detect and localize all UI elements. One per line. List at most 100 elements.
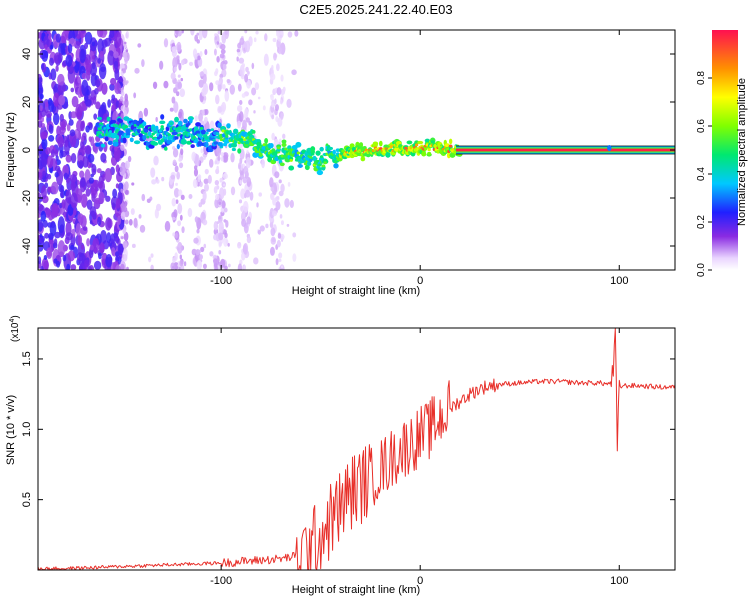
noise-cell — [38, 32, 42, 39]
noise-cell — [164, 220, 171, 232]
signal-core-cell — [221, 129, 225, 133]
noise-cell — [63, 30, 69, 35]
noise-cell — [220, 152, 224, 157]
noise-cell — [98, 252, 102, 260]
noise-cell — [92, 55, 96, 60]
noise-cell — [38, 172, 43, 181]
signal-cell — [421, 151, 427, 157]
signal-cell — [332, 149, 337, 155]
noise-cell — [120, 212, 126, 220]
signal-cell — [180, 138, 187, 145]
noise-cell — [239, 111, 244, 123]
noise-cell — [155, 179, 160, 184]
signal-cell — [359, 142, 364, 148]
signal-cell — [197, 140, 203, 147]
noise-cell — [70, 264, 77, 270]
noise-cell — [270, 186, 275, 192]
noise-cell — [230, 186, 236, 196]
noise-cell — [53, 258, 58, 264]
noise-cell — [238, 199, 243, 204]
colorbar-tick-label: 0.6 — [696, 119, 707, 133]
signal-cell — [430, 140, 435, 144]
noise-cell — [272, 38, 277, 43]
signal-cell — [166, 139, 173, 145]
noise-cell — [278, 179, 282, 184]
noise-cell — [214, 36, 218, 40]
noise-cell — [113, 51, 119, 59]
signal-cell — [360, 156, 366, 162]
snr-y-multiplier-exp: 4 — [9, 319, 16, 323]
noise-cell — [77, 234, 83, 246]
noise-cell — [244, 30, 248, 34]
signal-cell — [158, 134, 163, 139]
noise-cell — [176, 55, 180, 60]
noise-cell — [241, 93, 246, 98]
signal-cell — [341, 149, 345, 153]
noise-cell — [115, 183, 120, 189]
noise-cell — [82, 226, 88, 231]
noise-cell — [270, 236, 277, 245]
signal-cell — [251, 129, 256, 134]
noise-cell — [117, 215, 122, 226]
figure-title: C2E5.2025.241.22.40.E03 — [299, 2, 452, 17]
noise-cell — [171, 46, 177, 52]
noise-cell — [114, 82, 121, 95]
noise-cell — [117, 243, 124, 256]
noise-cell — [119, 96, 124, 102]
noise-cell — [92, 237, 100, 254]
signal-cell — [112, 141, 119, 147]
noise-cell — [80, 140, 85, 150]
signal-cell — [378, 140, 383, 147]
signal-cell — [111, 119, 117, 124]
noise-cell — [57, 216, 65, 234]
noise-cell — [163, 38, 169, 48]
noise-cell — [243, 242, 249, 255]
noise-cell — [170, 72, 176, 80]
noise-cell — [89, 206, 97, 218]
noise-cell — [181, 30, 184, 34]
noise-cell — [111, 247, 116, 256]
noise-cell — [111, 104, 116, 112]
signal-cell — [175, 128, 182, 133]
signal-cell — [217, 122, 222, 129]
noise-cell — [183, 261, 187, 267]
noise-cell — [216, 165, 219, 171]
noise-cell — [227, 242, 230, 247]
noise-cell — [40, 210, 47, 222]
noise-cell — [218, 80, 221, 85]
noise-cell — [292, 232, 297, 238]
noise-cell — [93, 113, 98, 120]
noise-cell — [229, 84, 235, 95]
noise-cell — [223, 207, 228, 213]
noise-cell — [91, 164, 97, 176]
noise-cell — [58, 52, 63, 63]
noise-cell — [219, 187, 225, 200]
noise-cell — [163, 80, 169, 89]
noise-cell — [138, 214, 142, 219]
spectrogram-x-tick-label: 0 — [417, 275, 423, 287]
noise-cell — [49, 44, 54, 50]
noise-cell — [59, 149, 64, 159]
noise-cell — [280, 265, 284, 269]
snr-frame — [37, 327, 676, 571]
signal-cell — [427, 151, 432, 156]
noise-cell — [193, 237, 199, 244]
noise-cell — [197, 55, 201, 61]
noise-cell — [61, 120, 66, 130]
noise-cell — [259, 225, 265, 232]
signal-core-cell — [133, 123, 138, 127]
noise-cell — [44, 232, 49, 239]
noise-cell — [238, 162, 242, 170]
noise-cell — [180, 148, 184, 156]
noise-cell — [203, 95, 207, 101]
noise-cell — [98, 63, 107, 80]
signal-cell — [207, 148, 214, 153]
noise-cell — [287, 182, 291, 187]
noise-cell — [230, 152, 235, 163]
colorbar-label: Normalized spectral amplitude — [736, 78, 748, 226]
noise-cell — [67, 250, 76, 262]
signal-cell — [219, 142, 223, 147]
noise-cell — [175, 30, 179, 35]
spectrogram-heatmap — [38, 30, 675, 270]
noise-cell — [48, 211, 54, 221]
